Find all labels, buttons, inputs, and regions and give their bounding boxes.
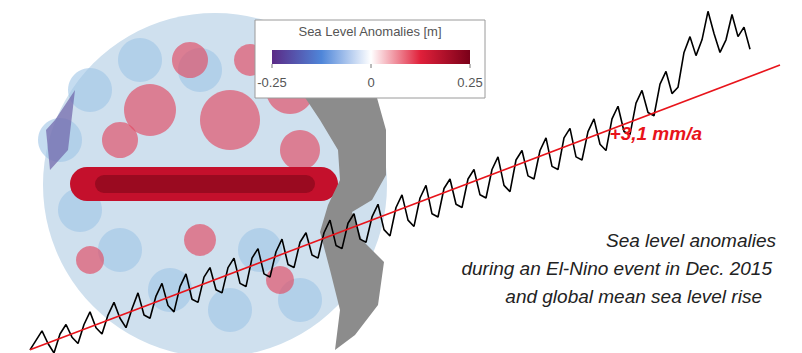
svg-text:-0.25: -0.25 — [257, 75, 287, 90]
svg-text:Sea Level Anomalies [m]: Sea Level Anomalies [m] — [298, 24, 441, 39]
svg-text:+3,1 mm/a: +3,1 mm/a — [610, 123, 703, 144]
svg-text:0: 0 — [367, 75, 374, 90]
svg-text:and global mean sea level rise: and global mean sea level rise — [505, 286, 762, 307]
svg-text:Sea level anomalies: Sea level anomalies — [606, 230, 777, 251]
svg-text:during an El-Nino event in Dec: during an El-Nino event in Dec. 2015 — [461, 258, 772, 279]
svg-text:0.25: 0.25 — [457, 75, 482, 90]
